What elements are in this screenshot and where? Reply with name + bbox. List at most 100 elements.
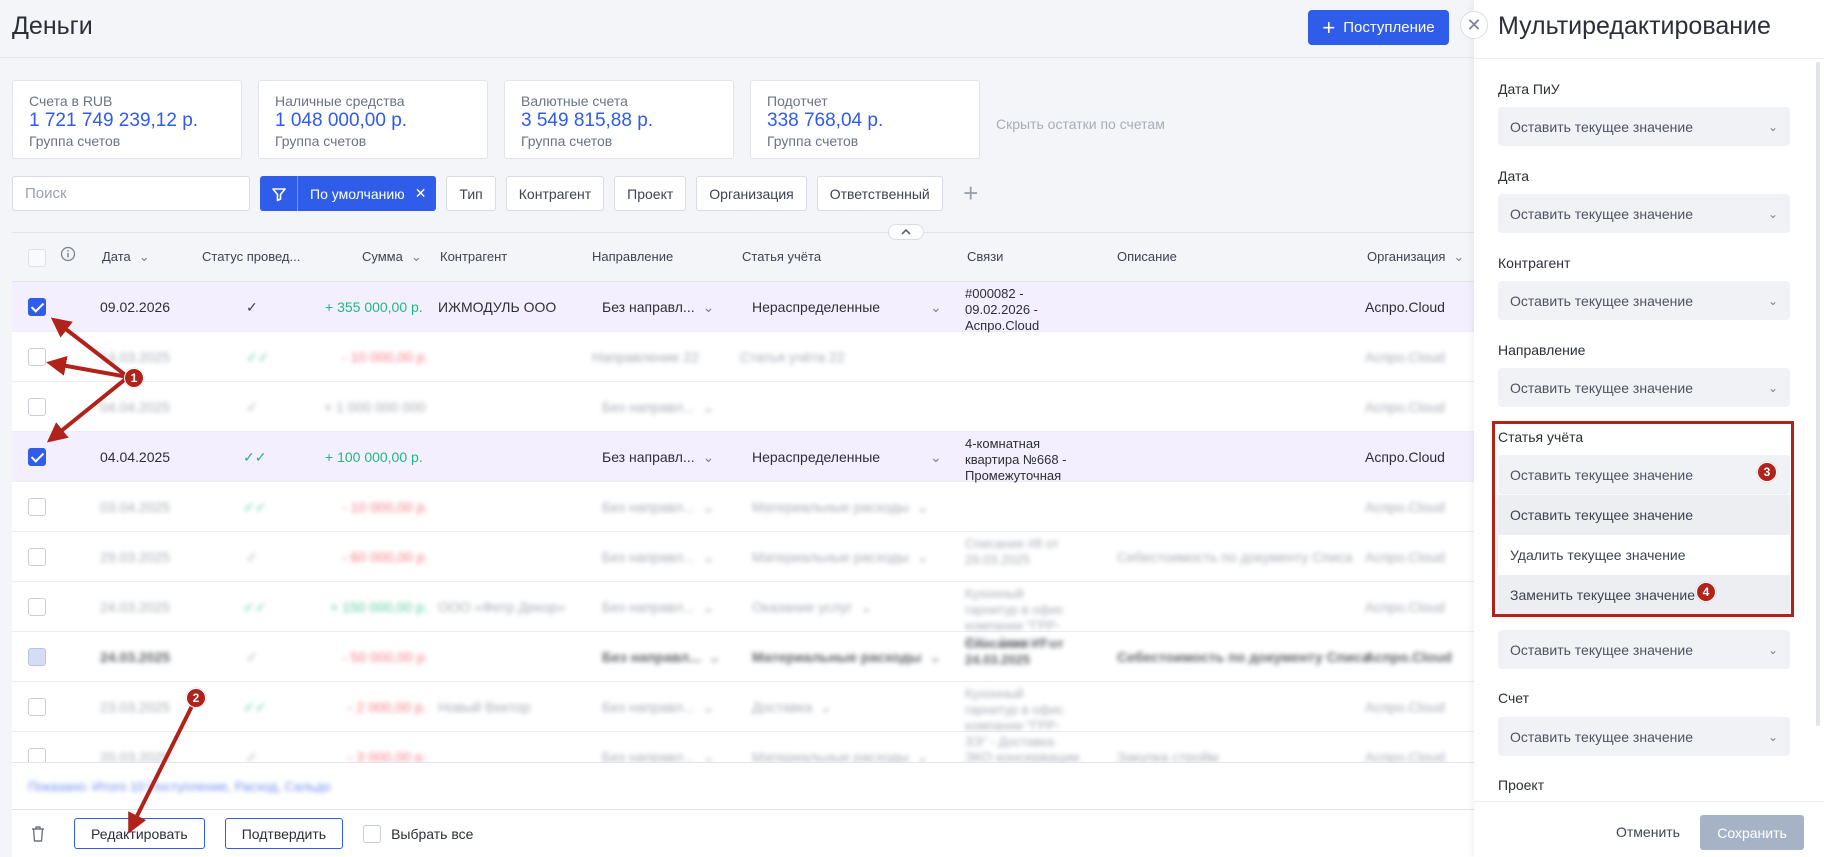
card-subtitle: Группа счетов — [767, 133, 859, 149]
cell-article[interactable]: Нераспределенные — [752, 299, 881, 315]
edit-button[interactable]: Редактировать — [74, 818, 205, 849]
cell-amount: - 10 000,00 р. — [342, 349, 429, 365]
add-income-button[interactable]: + Поступление — [1308, 10, 1449, 45]
cell-links[interactable]: #000082 - 09.02.2026 - Аспро.Cloud — [965, 286, 1040, 333]
select-article[interactable]: Оставить текущее значение — [1498, 455, 1790, 494]
select-pnl-date[interactable]: Оставить текущее значение ⌄ — [1498, 107, 1790, 146]
balance-card[interactable]: Наличные средства 1 048 000,00 р. Группа… — [258, 80, 488, 159]
row-checkbox[interactable] — [28, 298, 46, 316]
option-delete-value[interactable]: Удалить текущее значение — [1510, 547, 1686, 563]
chevron-down-icon[interactable]: ⌄ — [930, 299, 942, 315]
cell-direction[interactable]: Без направл... — [602, 299, 714, 316]
cell-organization: Аспро.Cloud — [1365, 499, 1445, 515]
search-input[interactable] — [12, 176, 250, 211]
filter-chip-responsible[interactable]: Ответственный — [816, 176, 943, 211]
column-amount[interactable]: Сумма — [362, 249, 422, 265]
select-date[interactable]: Оставить текущее значение ⌄ — [1498, 194, 1790, 233]
column-article[interactable]: Статья учёта — [742, 249, 822, 264]
table-row[interactable]: 24.03.2025 ✓ - 50 000,00 р. Без направл.… — [12, 632, 1474, 682]
table-row[interactable]: 29.03.2025 ✓ - 60 000,00 р. Без направл.… — [12, 532, 1474, 582]
select-all-checkbox[interactable]: Выбрать все — [363, 824, 474, 843]
filter-preset[interactable]: По умолчанию ✕ — [260, 176, 437, 211]
row-checkbox[interactable] — [28, 548, 46, 566]
chevron-down-icon[interactable]: ⌄ — [930, 449, 942, 465]
save-button[interactable]: Сохранить — [1700, 815, 1804, 850]
funnel-icon — [260, 176, 298, 211]
column-direction[interactable]: Направление — [592, 249, 674, 264]
column-organization[interactable]: Организация — [1367, 249, 1464, 265]
close-icon[interactable]: ✕ — [414, 185, 427, 201]
row-checkbox[interactable] — [28, 398, 46, 416]
cell-counterparty: ООО «Фетр Декор» — [438, 599, 566, 615]
cell-direction: Без направл... — [602, 549, 714, 566]
cell-direction[interactable]: Без направл... — [602, 449, 714, 466]
table-row[interactable]: 09.02.2026 ✓ + 355 000,00 р. ИЖМОДУЛЬ ОО… — [12, 282, 1474, 333]
filter-chip-organization[interactable]: Организация — [696, 176, 807, 211]
cell-direction: Без направл... — [602, 599, 714, 616]
chevron-up-icon — [901, 228, 911, 235]
divider — [1474, 58, 1824, 59]
cell-organization: Аспро.Cloud — [1365, 699, 1445, 715]
table-row[interactable]: 14.03.2025 ✓✓ - 10 000,00 р. Направление… — [12, 332, 1474, 382]
table-row[interactable]: 23.03.2025 ✓✓ - 2 000,00 р. Новый Вектор… — [12, 682, 1474, 749]
table-row[interactable]: 03.04.2025 ✓✓ - 10 000,00 р. Без направл… — [12, 482, 1474, 532]
select-value: Оставить текущее значение — [1510, 466, 1693, 483]
balance-card[interactable]: Подотчет 338 768,04 р. Группа счетов — [750, 80, 980, 159]
confirm-button[interactable]: Подтвердить — [224, 818, 344, 849]
cell-organization: Аспро.Cloud — [1365, 649, 1452, 665]
option-replace-value[interactable]: Заменить текущее значение — [1498, 575, 1790, 615]
trash-icon[interactable] — [30, 825, 46, 843]
table-row[interactable]: 04.04.2025 ✓✓ + 100 000,00 р. Без направ… — [12, 432, 1474, 483]
table-row[interactable]: 24.03.2025 ✓✓ + 150 000,00 р. ООО «Фетр … — [12, 582, 1474, 649]
row-checkbox[interactable] — [28, 648, 46, 666]
table-row[interactable]: 04.04.2025 ✓ + 1 000 000 000 Без направл… — [12, 382, 1474, 432]
cell-article[interactable]: Нераспределенные — [752, 449, 881, 465]
annotation-badge: 3 — [1757, 462, 1777, 482]
row-checkbox[interactable] — [28, 448, 46, 466]
cell-date: 23.03.2025 — [100, 699, 171, 715]
column-status[interactable]: Статус провед... — [202, 249, 301, 264]
table-summary: Показано: Итого 10 Поступление, Расход, … — [12, 762, 1474, 809]
select-value: Оставить текущее значение — [1510, 292, 1693, 309]
option-keep-value[interactable]: Оставить текущее значение — [1498, 495, 1790, 535]
select-direction[interactable]: Оставить текущее значение ⌄ — [1498, 368, 1790, 407]
card-amount: 1 721 749 239,12 р. — [29, 110, 199, 131]
cell-links[interactable]: 4-комнатная квартира №668 - Промежуточна… — [965, 436, 1067, 483]
row-checkbox[interactable] — [28, 698, 46, 716]
row-checkbox[interactable] — [28, 498, 46, 516]
select-value: Оставить текущее значение — [1510, 379, 1693, 396]
column-counterparty[interactable]: Контрагент — [440, 249, 508, 264]
scrollbar[interactable] — [1816, 62, 1820, 726]
row-checkbox[interactable] — [28, 748, 46, 762]
column-date[interactable]: Дата — [102, 249, 150, 265]
cell-direction: Без направл... — [602, 399, 714, 416]
filter-chip-counterparty[interactable]: Контрагент — [505, 176, 605, 211]
chevron-down-icon: ⌄ — [1767, 293, 1778, 308]
select-field-6[interactable]: Оставить текущее значение ⌄ — [1498, 630, 1790, 669]
select-account[interactable]: Оставить текущее значение ⌄ — [1498, 717, 1790, 756]
select-all-label: Выбрать все — [391, 825, 474, 842]
select-counterparty[interactable]: Оставить текущее значение ⌄ — [1498, 281, 1790, 320]
table-row[interactable]: 20.03.2025 ✓ - 3 000,00 р. Без направл..… — [12, 732, 1474, 762]
cancel-button[interactable]: Отменить — [1616, 824, 1680, 840]
hide-balances-link[interactable]: Скрыть остатки по счетам — [996, 116, 1165, 132]
info-icon[interactable] — [60, 246, 76, 265]
cell-date: 14.03.2025 — [100, 349, 171, 365]
column-description[interactable]: Описание — [1117, 249, 1177, 264]
cell-links: Списание #8 от 29.03.2025 — [965, 536, 1059, 567]
balance-card[interactable]: Валютные счета 3 549 815,88 р. Группа сч… — [504, 80, 734, 159]
close-icon: ✕ — [1466, 14, 1482, 35]
collapse-header-button[interactable] — [888, 224, 924, 240]
cell-amount: + 100 000,00 р. — [325, 449, 423, 465]
add-filter-icon[interactable]: + — [963, 178, 979, 208]
column-links[interactable]: Связи — [967, 249, 1004, 264]
row-checkbox[interactable] — [28, 348, 46, 366]
balance-card[interactable]: Счета в RUB 1 721 749 239,12 р. Группа с… — [12, 80, 242, 159]
header-checkbox[interactable] — [28, 249, 46, 267]
close-panel-button[interactable]: ✕ — [1460, 11, 1488, 39]
filter-chip-project[interactable]: Проект — [614, 176, 687, 211]
filter-chip-type[interactable]: Тип — [446, 176, 496, 211]
select-all-box[interactable] — [363, 824, 382, 843]
chevron-down-icon: ⌄ — [1767, 206, 1778, 221]
row-checkbox[interactable] — [28, 598, 46, 616]
